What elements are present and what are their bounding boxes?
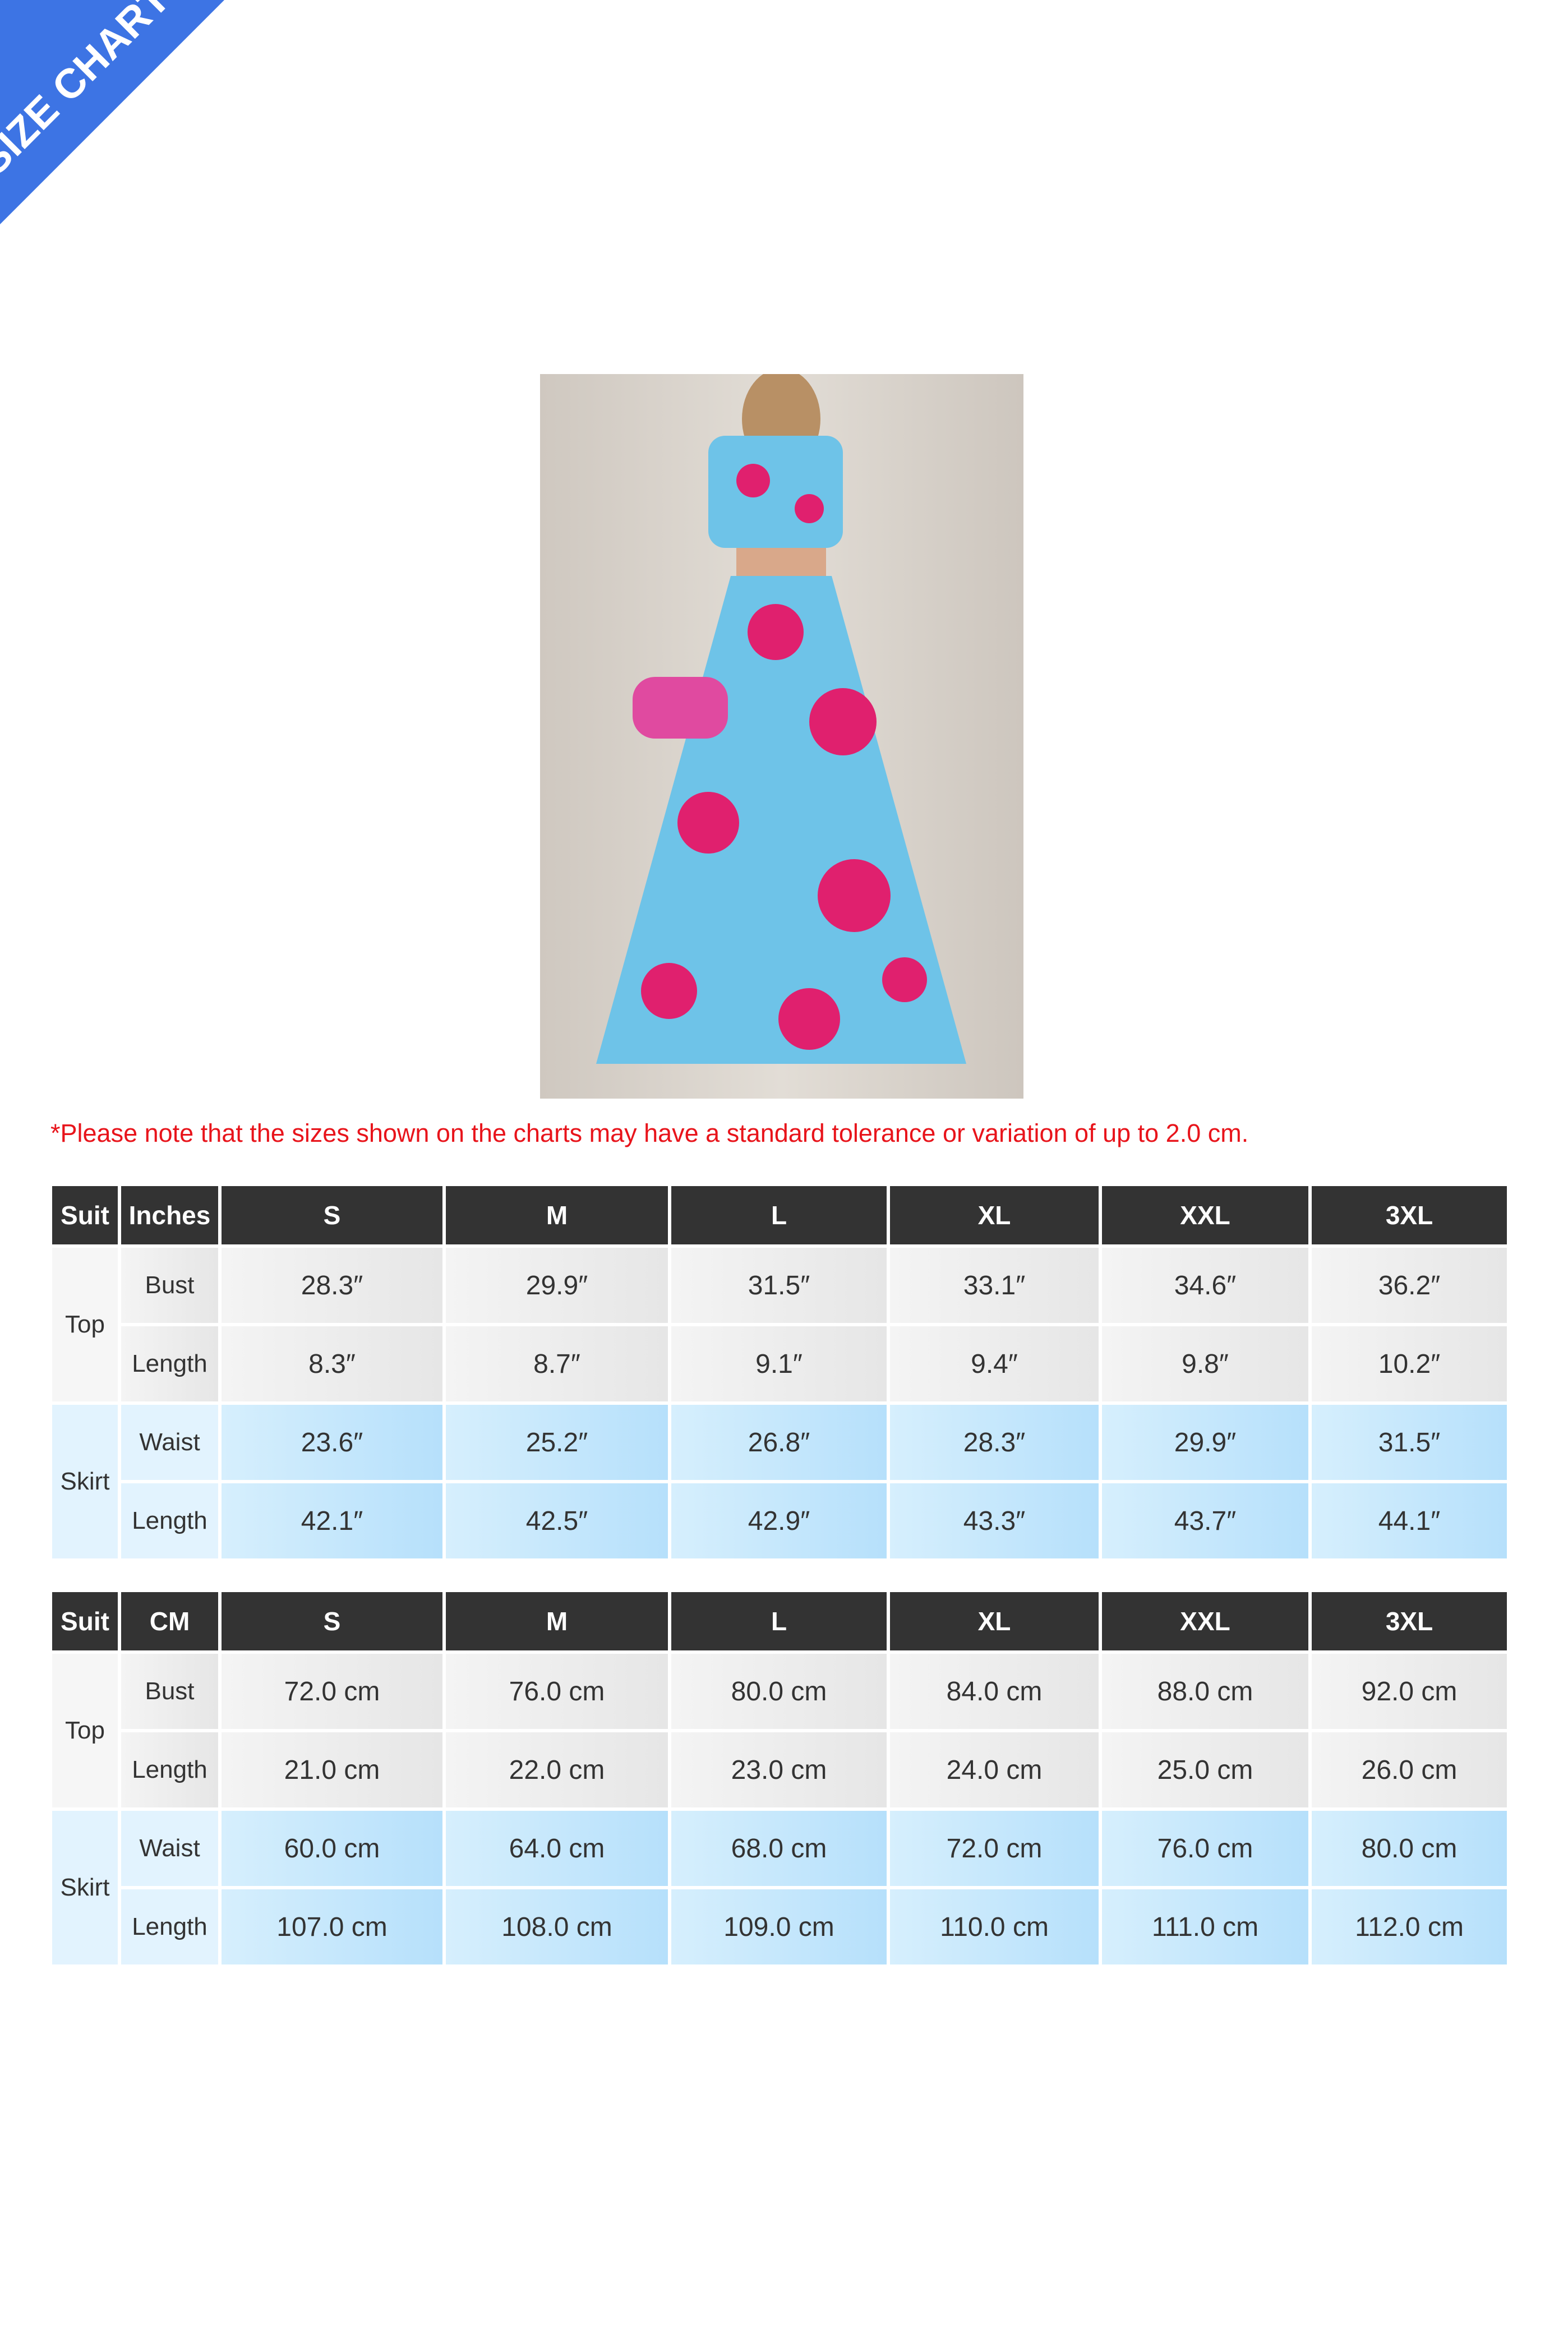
column-header: XL [890, 1592, 1099, 1650]
size-value: 22.0 cm [446, 1732, 668, 1807]
size-table-cm: Suit CM S M L XL XXL 3XL Top Bust 72.0 cm 76.0 cm 80… [49, 1589, 1510, 1968]
size-value: 112.0 cm [1312, 1889, 1507, 1964]
column-header: CM [121, 1592, 218, 1650]
size-value: 10.2″ [1312, 1326, 1507, 1401]
size-value: 21.0 cm [222, 1732, 442, 1807]
size-value: 25.0 cm [1102, 1732, 1308, 1807]
measurement-label: Waist [121, 1405, 218, 1480]
size-value: 43.7″ [1102, 1483, 1308, 1558]
measurement-label: Length [121, 1732, 218, 1807]
size-value: 88.0 cm [1102, 1654, 1308, 1729]
size-value: 110.0 cm [890, 1889, 1099, 1964]
column-header: Suit [52, 1186, 118, 1244]
size-value: 9.1″ [671, 1326, 887, 1401]
size-value: 33.1″ [890, 1248, 1099, 1323]
size-value: 42.1″ [222, 1483, 442, 1558]
group-label: Skirt [52, 1405, 118, 1558]
column-header: XL [890, 1186, 1099, 1244]
column-header: L [671, 1186, 887, 1244]
size-value: 80.0 cm [1312, 1811, 1507, 1886]
size-value: 72.0 cm [890, 1811, 1099, 1886]
size-value: 23.0 cm [671, 1732, 887, 1807]
size-value: 23.6″ [222, 1405, 442, 1480]
table-row: Length 8.3″ 8.7″ 9.1″ 9.4″ 9.8″ 10.2″ [52, 1326, 1507, 1401]
size-value: 60.0 cm [222, 1811, 442, 1886]
measurement-label: Length [121, 1889, 218, 1964]
group-label: Top [52, 1654, 118, 1807]
size-value: 43.3″ [890, 1483, 1099, 1558]
size-value: 9.8″ [1102, 1326, 1308, 1401]
measurement-label: Bust [121, 1654, 218, 1729]
size-value: 72.0 cm [222, 1654, 442, 1729]
size-value: 36.2″ [1312, 1248, 1507, 1323]
size-value: 80.0 cm [671, 1654, 887, 1729]
column-header: XXL [1102, 1186, 1308, 1244]
size-value: 64.0 cm [446, 1811, 668, 1886]
size-value: 68.0 cm [671, 1811, 887, 1886]
size-value: 31.5″ [1312, 1405, 1507, 1480]
size-value: 25.2″ [446, 1405, 668, 1480]
column-header: Inches [121, 1186, 218, 1244]
size-value: 29.9″ [1102, 1405, 1308, 1480]
size-value: 109.0 cm [671, 1889, 887, 1964]
size-value: 24.0 cm [890, 1732, 1099, 1807]
measurement-label: Length [121, 1483, 218, 1558]
size-chart-banner: SIZE CHART [0, 0, 224, 224]
size-value: 44.1″ [1312, 1483, 1507, 1558]
column-header: S [222, 1592, 442, 1650]
size-value: 26.8″ [671, 1405, 887, 1480]
measurement-label: Bust [121, 1248, 218, 1323]
size-value: 108.0 cm [446, 1889, 668, 1964]
size-value: 84.0 cm [890, 1654, 1099, 1729]
size-value: 26.0 cm [1312, 1732, 1507, 1807]
column-header: M [446, 1186, 668, 1244]
header-row: Suit CM S M L XL XXL 3XL [52, 1592, 1507, 1650]
header-row: Suit Inches S M L XL XXL 3XL [52, 1186, 1507, 1244]
size-value: 42.9″ [671, 1483, 887, 1558]
column-header: 3XL [1312, 1592, 1507, 1650]
table-row: Top Bust 72.0 cm 76.0 cm 80.0 cm 84.0 cm 88.0 … [52, 1654, 1507, 1807]
size-value: 28.3″ [222, 1248, 442, 1323]
table-row: Skirt Waist 60.0 cm 64.0 cm 68.0 cm 72.0 cm 76… [52, 1811, 1507, 1964]
group-label: Top [52, 1248, 118, 1401]
size-value: 34.6″ [1102, 1248, 1308, 1323]
table-row: Top Bust 28.3″ 29.9″ 31.5″ 33.1″ 34.6″ 36.2″ [52, 1248, 1507, 1401]
group-label: Skirt [52, 1811, 118, 1964]
size-value: 9.4″ [890, 1326, 1099, 1401]
column-header: L [671, 1592, 887, 1650]
table-row: Length 42.1″ 42.5″ 42.9″ 43.3″ 43.7″ 44.1″ [52, 1483, 1507, 1558]
size-value: 92.0 cm [1312, 1654, 1507, 1729]
size-value: 76.0 cm [1102, 1811, 1308, 1886]
size-value: 76.0 cm [446, 1654, 668, 1729]
measurement-label: Length [121, 1326, 218, 1401]
measurement-label: Waist [121, 1811, 218, 1886]
size-table-inches: Suit Inches S M L XL XXL 3XL Top Bust 28.3″ 29.9″ 31… [49, 1183, 1510, 1562]
size-value: 111.0 cm [1102, 1889, 1308, 1964]
size-value: 29.9″ [446, 1248, 668, 1323]
size-value: 42.5″ [446, 1483, 668, 1558]
size-value: 31.5″ [671, 1248, 887, 1323]
product-photo [540, 374, 1023, 1099]
size-value: 28.3″ [890, 1405, 1099, 1480]
table-row: Length 107.0 cm 108.0 cm 109.0 cm 110.0 cm 11… [52, 1889, 1507, 1964]
table-row: Length 21.0 cm 22.0 cm 23.0 cm 24.0 cm 25.0 c… [52, 1732, 1507, 1807]
table-row: Skirt Waist 23.6″ 25.2″ 26.8″ 28.3″ 29.9″ 31.5″ [52, 1405, 1507, 1558]
size-value: 8.3″ [222, 1326, 442, 1401]
column-header: 3XL [1312, 1186, 1507, 1244]
tolerance-note: *Please note that the sizes shown on the… [50, 1119, 1249, 1147]
size-value: 107.0 cm [222, 1889, 442, 1964]
size-value: 8.7″ [446, 1326, 668, 1401]
column-header: M [446, 1592, 668, 1650]
column-header: Suit [52, 1592, 118, 1650]
column-header: XXL [1102, 1592, 1308, 1650]
column-header: S [222, 1186, 442, 1244]
